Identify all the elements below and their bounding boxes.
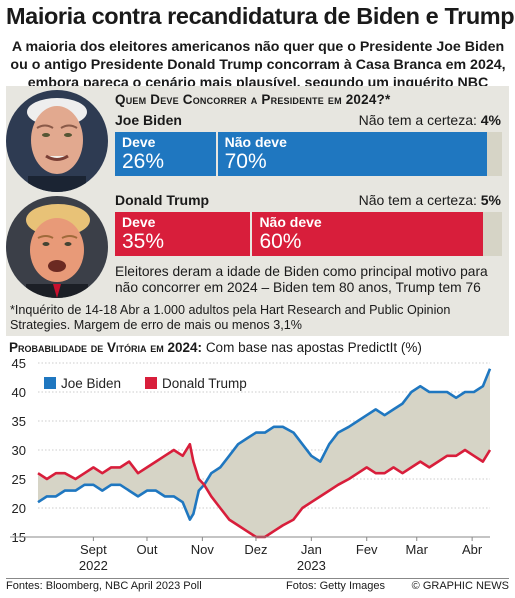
biden-should-segment: Deve 26%	[115, 132, 216, 176]
trump-not-value: 60%	[259, 230, 302, 253]
trump-photo-icon	[6, 196, 108, 298]
biden-should-value: 26%	[122, 150, 165, 173]
biden-unsure: Não tem a certeza: 4%	[359, 112, 501, 128]
trump-should-segment: Deve 35%	[115, 212, 251, 256]
legend-swatch	[145, 377, 157, 389]
poll-question: Quem Deve Concorrer a Presidente em 2024…	[115, 92, 391, 107]
trump-name: Donald Trump	[115, 192, 210, 208]
footer-divider	[6, 578, 509, 579]
poll-note: Eleitores deram a idade de Biden como pr…	[115, 264, 488, 295]
x-tick-year: 2022	[79, 558, 108, 573]
chart-title-bold: Probabilidade de Vitória em 2024:	[9, 340, 203, 355]
biden-not-segment: Não deve 70%	[215, 132, 487, 176]
x-tick-label: Sept	[80, 542, 107, 557]
biden-not-label: Não deve	[224, 134, 287, 150]
chart-title: Probabilidade de Vitória em 2024: Com ba…	[9, 340, 422, 355]
y-tick-label: 45	[12, 356, 26, 371]
biden-should-label: Deve	[122, 134, 156, 150]
y-tick-label: 25	[12, 472, 26, 487]
y-tick-label: 20	[12, 501, 26, 516]
brand-credit: © GRAPHIC NEWS	[411, 580, 509, 592]
x-tick-year: 2023	[297, 558, 326, 573]
chart-title-rest: Com base nas apostas PredictIt (%)	[205, 340, 422, 355]
trump-should-label: Deve	[122, 214, 156, 230]
biden-poll-bar: Deve 26% Não deve 70%	[115, 132, 502, 176]
x-tick-label: Jan	[301, 542, 322, 557]
trump-not-segment: Não deve 60%	[250, 212, 483, 256]
x-tick-label: Mar	[406, 542, 429, 557]
biden-unsure-value: 4%	[480, 112, 501, 128]
x-tick-label: Nov	[191, 542, 215, 557]
trump-should-value: 35%	[122, 230, 165, 253]
biden-name: Joe Biden	[115, 112, 182, 128]
x-tick-label: Dez	[244, 542, 267, 557]
biden-unsure-label: Não tem a certeza:	[358, 112, 477, 128]
legend-swatch	[44, 377, 56, 389]
sources-credit: Fontes: Bloomberg, NBC April 2023 Poll	[6, 580, 202, 592]
trump-unsure: Não tem a certeza: 5%	[359, 192, 501, 208]
trump-unsure-label: Não tem a certeza:	[358, 192, 477, 208]
poll-footnote: *Inquérito de 14-18 Abr a 1.000 adultos …	[10, 303, 451, 332]
x-tick-label: Out	[136, 542, 157, 557]
biden-not-value: 70%	[224, 150, 267, 173]
trump-poll-bar: Deve 35% Não deve 60%	[115, 212, 502, 256]
y-tick-label: 30	[12, 443, 26, 458]
page-title: Maioria contra recandidatura de Biden e …	[6, 3, 515, 29]
x-tick-label: Fev	[356, 542, 378, 557]
legend-label: Joe Biden	[61, 376, 121, 391]
trump-unsure-value: 5%	[480, 192, 501, 208]
photos-credit: Fotos: Getty Images	[286, 580, 386, 592]
biden-photo-icon	[6, 90, 108, 192]
y-tick-label: 40	[12, 385, 26, 400]
series-line-biden	[37, 368, 492, 521]
legend-label: Donald Trump	[162, 376, 247, 391]
y-tick-label: 35	[12, 414, 26, 429]
x-tick-label: Abr	[462, 542, 483, 557]
trump-not-label: Não deve	[259, 214, 322, 230]
gap-shading	[38, 368, 490, 537]
